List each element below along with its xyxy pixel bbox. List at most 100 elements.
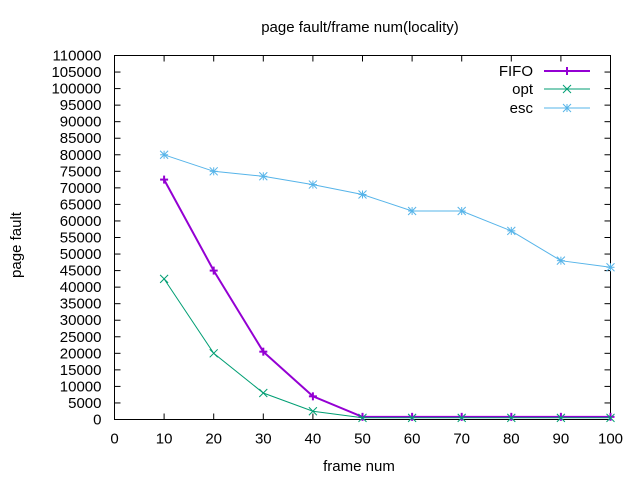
y-tick-label: 65000	[60, 196, 102, 213]
data-point	[407, 413, 417, 423]
marker-stroke	[606, 413, 615, 423]
marker-stroke	[562, 84, 572, 94]
marker-stroke	[457, 413, 467, 423]
y-tick-label: 70000	[60, 180, 102, 197]
series-esc	[159, 150, 615, 272]
data-point	[159, 274, 169, 284]
data-point	[556, 413, 566, 423]
marker-stroke	[606, 262, 615, 272]
data-point	[209, 348, 219, 358]
data-point	[506, 226, 516, 236]
series-opt	[159, 274, 615, 423]
data-point	[606, 413, 615, 423]
x-tick-label: 70	[453, 431, 470, 448]
y-tick-label: 80000	[60, 147, 102, 164]
marker-stroke	[407, 206, 417, 216]
x-tick-label: 40	[305, 431, 322, 448]
data-point	[258, 171, 268, 181]
data-point	[606, 412, 615, 421]
data-point	[457, 413, 467, 423]
series-layer	[159, 150, 615, 423]
data-point	[506, 413, 516, 423]
legend-label: opt	[512, 81, 534, 98]
y-tick-label: 10000	[60, 378, 102, 395]
marker-stroke	[258, 171, 268, 181]
y-tick-label: 90000	[60, 114, 102, 131]
data-point	[259, 347, 268, 356]
legend-label: esc	[510, 100, 534, 117]
series-line	[163, 154, 611, 268]
axis-ticks: 0500010000150002000025000300003500040000…	[51, 48, 623, 448]
data-point	[258, 388, 268, 398]
y-tick-label: 55000	[60, 230, 102, 247]
legend-label: FIFO	[499, 63, 533, 80]
marker-stroke	[209, 166, 219, 176]
y-axis-label: page fault	[8, 211, 25, 278]
data-point	[159, 150, 169, 160]
x-tick-label: 0	[110, 431, 118, 448]
marker-stroke	[457, 206, 467, 216]
data-point	[358, 190, 367, 199]
y-tick-label: 95000	[60, 97, 102, 114]
marker-stroke	[308, 180, 318, 189]
data-point	[308, 180, 318, 189]
x-tick-label: 80	[503, 431, 520, 448]
marker-stroke	[159, 274, 169, 284]
marker-stroke	[506, 413, 516, 423]
marker-stroke	[159, 150, 169, 160]
x-axis-label: frame num	[323, 458, 395, 475]
y-tick-label: 35000	[60, 296, 102, 313]
x-tick-label: 60	[404, 431, 421, 448]
data-point	[556, 412, 565, 421]
x-tick-label: 50	[354, 431, 371, 448]
y-tick-label: 20000	[60, 345, 102, 362]
series-line	[163, 278, 611, 419]
marker-stroke	[258, 388, 268, 398]
data-point	[358, 412, 367, 421]
data-point	[160, 175, 169, 184]
y-tick-label: 60000	[60, 213, 102, 230]
data-point	[407, 206, 417, 216]
plot-area	[114, 55, 611, 420]
data-point	[358, 413, 367, 423]
series-fifo	[160, 175, 615, 421]
legend-entry-esc: esc	[510, 100, 590, 117]
y-tick-label: 15000	[60, 362, 102, 379]
y-tick-label: 50000	[60, 246, 102, 263]
y-tick-label: 45000	[60, 263, 102, 280]
y-tick-label: 75000	[60, 163, 102, 180]
series-line	[163, 179, 611, 418]
x-tick-label: 20	[205, 431, 222, 448]
y-tick-label: 5000	[68, 395, 101, 412]
chart-title: page fault/frame num(locality)	[261, 19, 459, 36]
y-tick-label: 25000	[60, 329, 102, 346]
data-point	[457, 412, 466, 421]
y-tick-label: 30000	[60, 312, 102, 329]
legend-entry-opt: opt	[512, 81, 590, 98]
marker-stroke	[358, 190, 367, 199]
data-point	[308, 406, 318, 416]
marker-stroke	[407, 413, 417, 423]
data-point	[209, 166, 219, 176]
data-point	[556, 256, 566, 266]
data-point	[606, 262, 615, 272]
legend-entry-fifo: FIFO	[499, 63, 590, 80]
data-point	[209, 266, 218, 275]
marker-stroke	[562, 103, 572, 113]
x-tick-label: 90	[553, 431, 570, 448]
y-tick-label: 105000	[51, 64, 101, 81]
marker-stroke	[308, 406, 318, 416]
x-tick-label: 10	[156, 431, 173, 448]
data-point	[408, 412, 417, 421]
data-point	[308, 392, 317, 401]
x-tick-label: 30	[255, 431, 272, 448]
y-tick-label: 110000	[53, 48, 102, 65]
marker-stroke	[209, 348, 219, 358]
data-point	[507, 412, 516, 421]
y-tick-label: 40000	[60, 279, 102, 296]
y-tick-label: 0	[93, 412, 101, 429]
data-point	[457, 206, 467, 216]
marker-stroke	[506, 226, 516, 236]
